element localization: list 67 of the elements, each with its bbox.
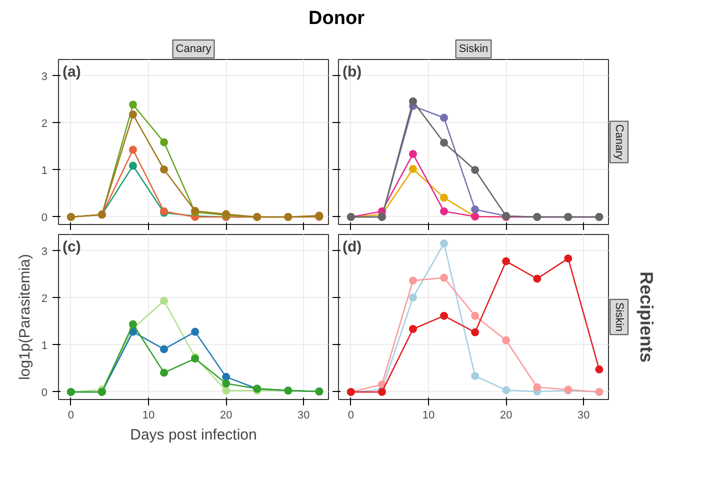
point	[564, 254, 572, 262]
point	[408, 294, 417, 302]
point	[160, 345, 168, 354]
point	[160, 296, 168, 305]
point	[408, 276, 417, 285]
y-tick-label: 0	[41, 386, 48, 399]
point	[440, 312, 448, 320]
point	[471, 205, 480, 214]
point	[502, 257, 510, 266]
point	[408, 324, 417, 333]
y-tick-label: 1	[41, 164, 48, 177]
point	[128, 110, 137, 118]
point	[222, 386, 230, 395]
x-tick-label: 10	[422, 410, 435, 422]
y2-axis-title: Siskin	[613, 302, 625, 332]
point	[440, 239, 448, 248]
point	[471, 328, 480, 336]
y-tick-label: 3	[41, 70, 48, 83]
point	[408, 165, 417, 174]
annotation: (b)	[342, 64, 362, 80]
point	[502, 386, 510, 394]
x-tick-label: 30	[298, 410, 310, 422]
point	[222, 372, 230, 381]
chart-title: Siskin	[458, 43, 488, 55]
annotation: (a)	[62, 64, 81, 80]
point	[128, 320, 137, 328]
point	[128, 162, 137, 170]
point	[440, 274, 448, 282]
y-tick-label: 2	[41, 118, 48, 130]
y-tick-label: 3	[41, 246, 48, 258]
point	[160, 368, 168, 377]
y-tick-label: 0	[41, 212, 48, 224]
point	[471, 312, 480, 320]
point	[408, 150, 417, 158]
annotation: (d)	[342, 238, 362, 256]
point	[222, 380, 230, 388]
x-tick-label: 10	[142, 410, 155, 422]
x-tick-label: 20	[500, 410, 512, 422]
point	[440, 138, 448, 147]
point	[471, 372, 480, 380]
x-tick-label: 20	[220, 410, 232, 422]
x-tick-label: 0	[68, 410, 74, 422]
point	[533, 383, 542, 392]
text: Donor	[308, 7, 364, 31]
point	[128, 100, 137, 109]
y-tick-label: 2	[41, 292, 48, 305]
point	[440, 114, 448, 122]
y2-axis-title: Canary	[613, 124, 625, 160]
point	[471, 166, 480, 174]
text: Recipients	[636, 271, 656, 363]
x-axis-title: Days post infection	[130, 426, 257, 444]
y-tick-label: 1	[41, 340, 48, 352]
annotation: (c)	[62, 238, 81, 256]
point	[440, 194, 448, 202]
point	[191, 328, 200, 336]
point	[408, 97, 417, 106]
point	[128, 146, 137, 154]
point	[595, 365, 604, 374]
point	[160, 166, 168, 174]
point	[502, 336, 510, 344]
x-tick-label: 30	[578, 410, 590, 422]
x-tick-label: 0	[348, 410, 354, 422]
point	[533, 274, 542, 283]
point	[440, 207, 448, 216]
point	[160, 138, 168, 146]
y-axis-title: log1p(Parasitemia)	[16, 254, 34, 380]
chart-title: Canary	[176, 43, 212, 55]
